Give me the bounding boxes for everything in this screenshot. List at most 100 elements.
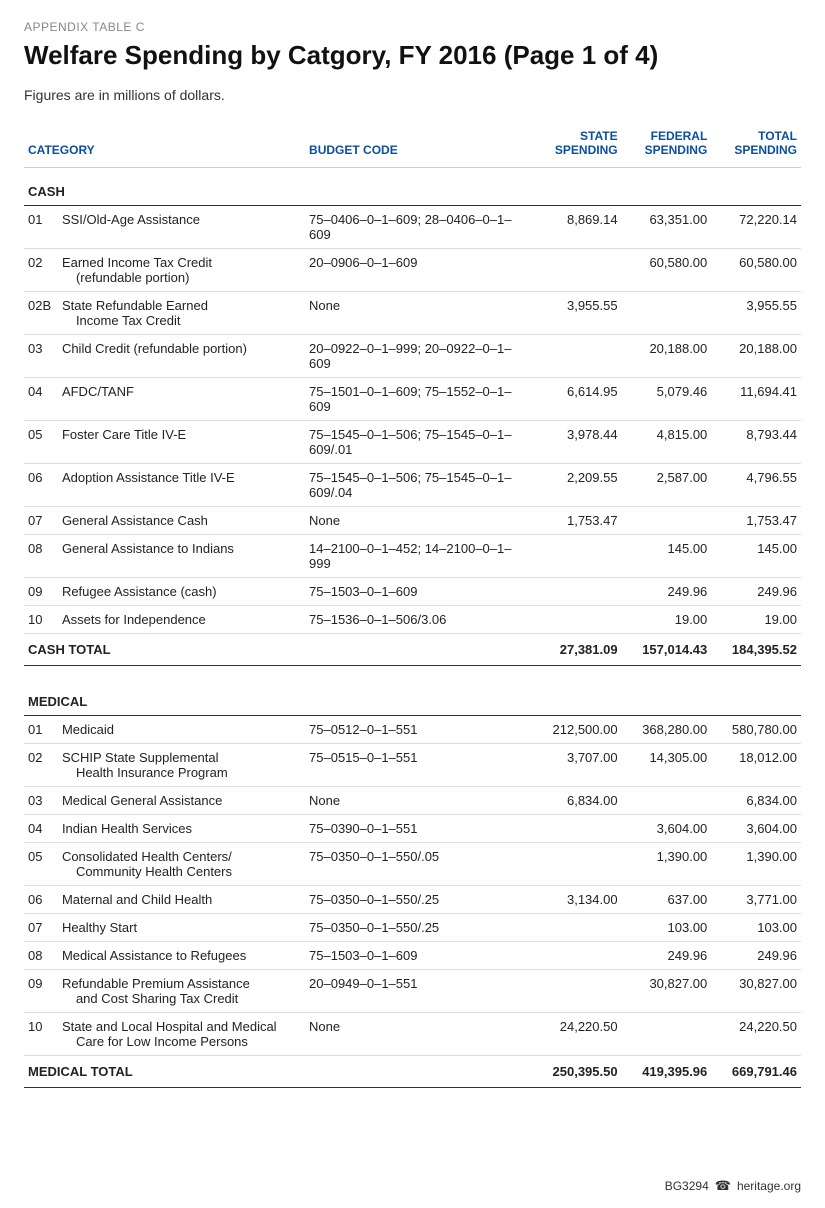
row-name: Foster Care Title IV-E: [58, 421, 305, 464]
row-code: None: [305, 1013, 532, 1056]
row-state: 3,978.44: [532, 421, 622, 464]
row-state: 3,707.00: [532, 744, 622, 787]
row-num: 02: [24, 249, 58, 292]
row-name: AFDC/TANF: [58, 378, 305, 421]
row-total: 3,955.55: [711, 292, 801, 335]
total-total: 184,395.52: [711, 634, 801, 666]
row-federal: 368,280.00: [622, 716, 712, 744]
col-category: CATEGORY: [24, 125, 305, 168]
row-total: 30,827.00: [711, 970, 801, 1013]
table-row: 08General Assistance to Indians14–2100–0…: [24, 535, 801, 578]
row-total: 145.00: [711, 535, 801, 578]
row-state: 2,209.55: [532, 464, 622, 507]
row-num: 06: [24, 464, 58, 507]
section-total: CASH TOTAL27,381.09157,014.43184,395.52: [24, 634, 801, 666]
row-name: Maternal and Child Health: [58, 886, 305, 914]
row-state: 3,134.00: [532, 886, 622, 914]
total-state: 250,395.50: [532, 1056, 622, 1088]
row-code: 75–0515–0–1–551: [305, 744, 532, 787]
row-num: 07: [24, 914, 58, 942]
col-total: TOTALSPENDING: [711, 125, 801, 168]
row-federal: 2,587.00: [622, 464, 712, 507]
row-num: 09: [24, 578, 58, 606]
row-federal: [622, 787, 712, 815]
table-row: 03Medical General AssistanceNone6,834.00…: [24, 787, 801, 815]
row-state: 24,220.50: [532, 1013, 622, 1056]
row-federal: 103.00: [622, 914, 712, 942]
row-num: 02: [24, 744, 58, 787]
spending-table: CATEGORY BUDGET CODE STATESPENDING FEDER…: [24, 125, 801, 1088]
row-name: Earned Income Tax Credit(refundable port…: [58, 249, 305, 292]
row-total: 249.96: [711, 578, 801, 606]
row-state: 6,834.00: [532, 787, 622, 815]
row-total: 3,771.00: [711, 886, 801, 914]
row-total: 19.00: [711, 606, 801, 634]
table-row: 01SSI/Old-Age Assistance75–0406–0–1–609;…: [24, 206, 801, 249]
row-num: 04: [24, 378, 58, 421]
col-budget-code: BUDGET CODE: [305, 125, 532, 168]
table-row: 03Child Credit (refundable portion)20–09…: [24, 335, 801, 378]
row-num: 01: [24, 716, 58, 744]
row-federal: 145.00: [622, 535, 712, 578]
row-state: [532, 843, 622, 886]
footer-site: heritage.org: [737, 1179, 801, 1193]
row-code: 75–0512–0–1–551: [305, 716, 532, 744]
row-federal: 14,305.00: [622, 744, 712, 787]
row-num: 10: [24, 1013, 58, 1056]
row-federal: 5,079.46: [622, 378, 712, 421]
row-code: 14–2100–0–1–452; 14–2100–0–1–999: [305, 535, 532, 578]
total-label: MEDICAL TOTAL: [24, 1056, 532, 1088]
row-name: Child Credit (refundable portion): [58, 335, 305, 378]
subtitle: Figures are in millions of dollars.: [24, 87, 801, 103]
row-federal: [622, 292, 712, 335]
row-state: 3,955.55: [532, 292, 622, 335]
row-name: General Assistance Cash: [58, 507, 305, 535]
total-federal: 419,395.96: [622, 1056, 712, 1088]
row-code: None: [305, 787, 532, 815]
row-federal: 249.96: [622, 942, 712, 970]
table-row: 07Healthy Start75–0350–0–1–550/.25103.00…: [24, 914, 801, 942]
total-federal: 157,014.43: [622, 634, 712, 666]
row-code: None: [305, 507, 532, 535]
table-row: 09Refugee Assistance (cash)75–1503–0–1–6…: [24, 578, 801, 606]
row-name: SSI/Old-Age Assistance: [58, 206, 305, 249]
row-federal: 1,390.00: [622, 843, 712, 886]
row-num: 10: [24, 606, 58, 634]
row-total: 6,834.00: [711, 787, 801, 815]
row-name: Medicaid: [58, 716, 305, 744]
total-total: 669,791.46: [711, 1056, 801, 1088]
row-federal: 3,604.00: [622, 815, 712, 843]
row-code: None: [305, 292, 532, 335]
row-federal: [622, 1013, 712, 1056]
row-total: 11,694.41: [711, 378, 801, 421]
footer-code: BG3294: [665, 1179, 709, 1193]
row-num: 09: [24, 970, 58, 1013]
row-federal: 19.00: [622, 606, 712, 634]
row-code: 20–0922–0–1–999; 20–0922–0–1–609: [305, 335, 532, 378]
row-name: Refundable Premium Assistanceand Cost Sh…: [58, 970, 305, 1013]
table-row: 09Refundable Premium Assistanceand Cost …: [24, 970, 801, 1013]
row-state: [532, 815, 622, 843]
table-row: 02Earned Income Tax Credit(refundable po…: [24, 249, 801, 292]
row-federal: 249.96: [622, 578, 712, 606]
row-name: SCHIP State SupplementalHealth Insurance…: [58, 744, 305, 787]
row-num: 08: [24, 942, 58, 970]
total-state: 27,381.09: [532, 634, 622, 666]
row-num: 04: [24, 815, 58, 843]
table-row: 08Medical Assistance to Refugees75–1503–…: [24, 942, 801, 970]
footer: BG3294 ☎ heritage.org: [24, 1178, 801, 1194]
section-name: CASH: [24, 168, 801, 206]
row-num: 07: [24, 507, 58, 535]
row-code: 75–0350–0–1–550/.05: [305, 843, 532, 886]
row-num: 05: [24, 843, 58, 886]
row-name: Assets for Independence: [58, 606, 305, 634]
row-state: 212,500.00: [532, 716, 622, 744]
row-code: 75–1503–0–1–609: [305, 578, 532, 606]
row-federal: 63,351.00: [622, 206, 712, 249]
row-num: 06: [24, 886, 58, 914]
row-num: 08: [24, 535, 58, 578]
row-code: 75–0390–0–1–551: [305, 815, 532, 843]
row-federal: [622, 507, 712, 535]
row-code: 75–1545–0–1–506; 75–1545–0–1–609/.04: [305, 464, 532, 507]
table-row: 02SCHIP State SupplementalHealth Insuran…: [24, 744, 801, 787]
